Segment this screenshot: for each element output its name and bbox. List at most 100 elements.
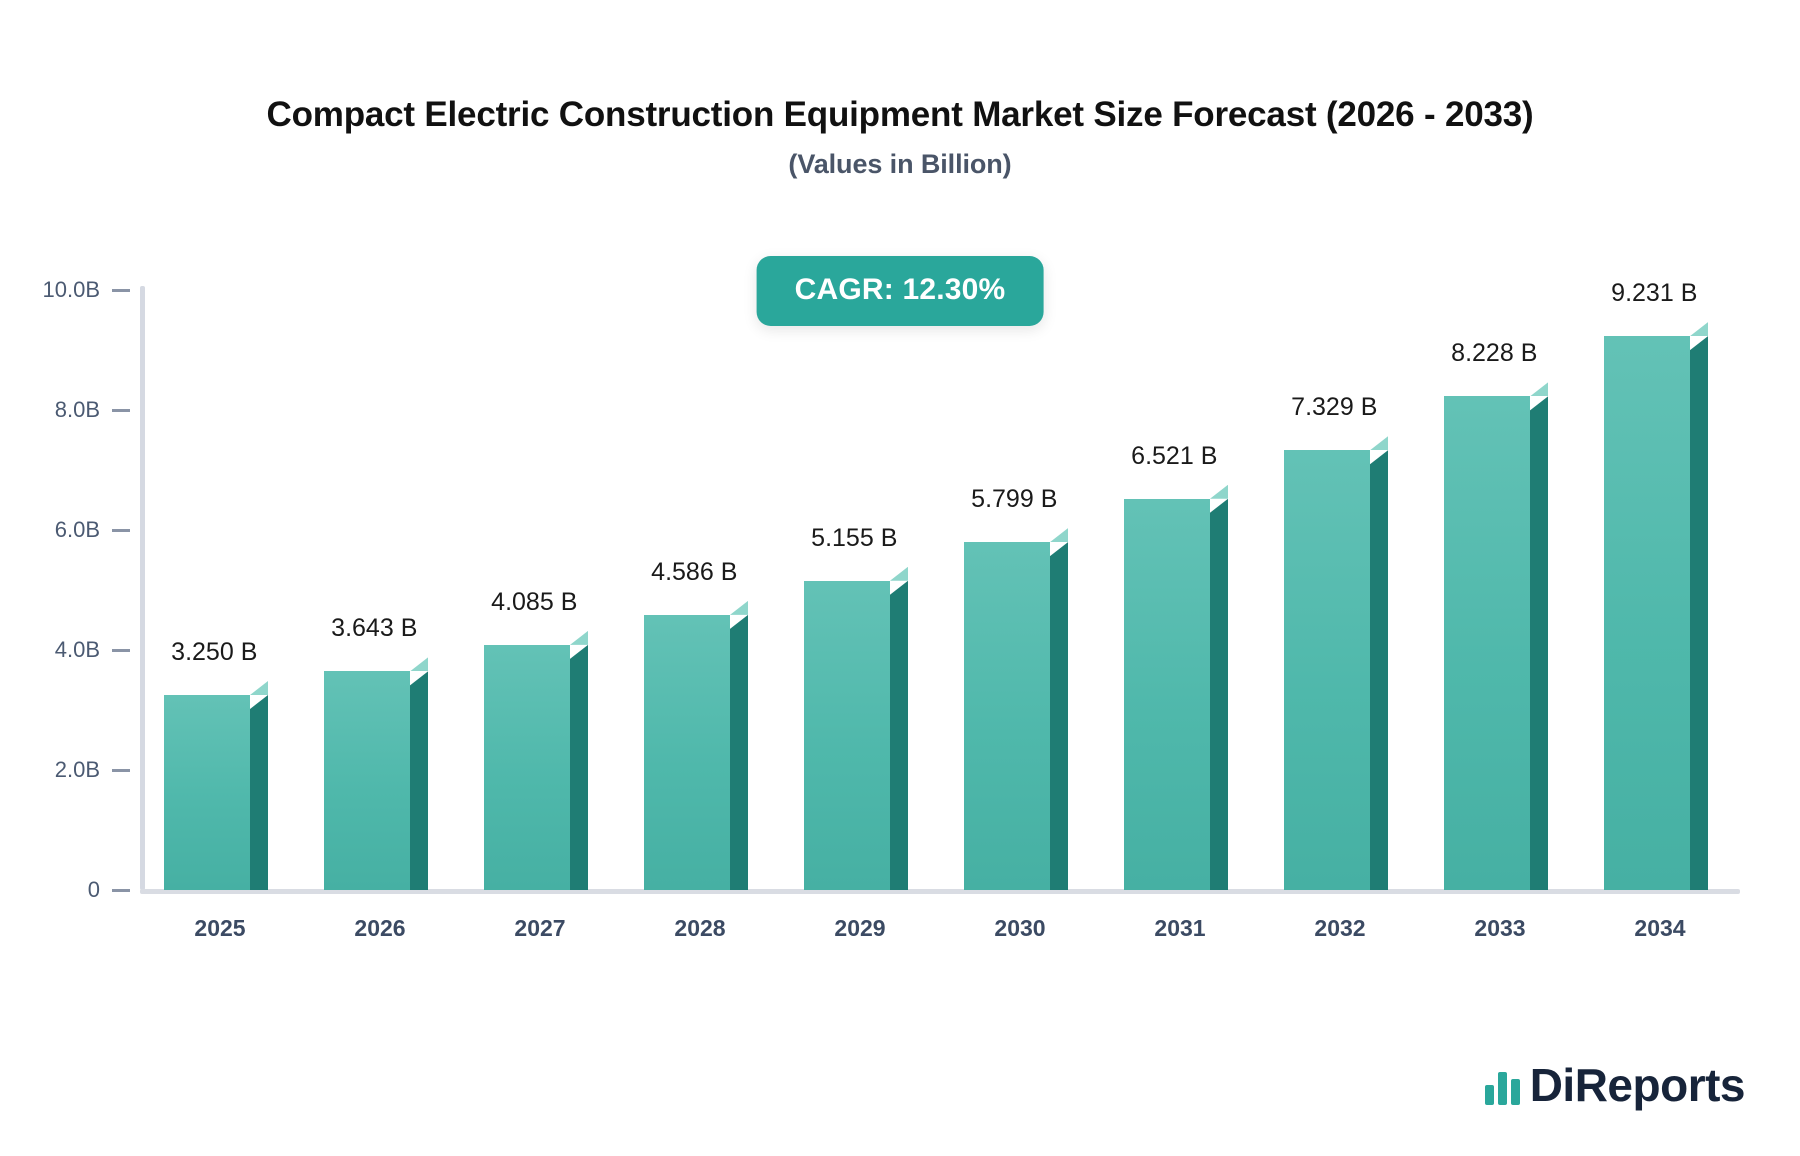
bar-value-label: 5.799 B <box>971 485 1058 514</box>
logo-bar-3 <box>1510 1079 1520 1105</box>
bar-value-label: 8.228 B <box>1451 339 1538 368</box>
bar-value-label: 9.231 B <box>1611 279 1698 308</box>
bar-front-face <box>324 671 410 890</box>
y-axis-line <box>140 286 145 890</box>
y-axis-tick: 0 <box>0 877 140 903</box>
bar-front-face <box>1284 450 1370 890</box>
y-axis-tick: 8.0B <box>0 397 140 423</box>
bar-front-face <box>1124 498 1210 890</box>
y-axis-tick: 4.0B <box>0 637 140 663</box>
bar-top-face <box>890 566 908 581</box>
bar-shape <box>804 566 908 890</box>
bar-chart-icon <box>1484 1065 1520 1105</box>
bar-top-face <box>250 681 268 695</box>
bar-value-label: 6.521 B <box>1131 441 1218 470</box>
y-axis-tick-mark <box>112 648 130 652</box>
y-axis-tick-label: 4.0B <box>54 637 100 662</box>
bar-top-face <box>570 630 588 645</box>
bar-front-face <box>644 614 730 890</box>
y-axis-tick-label: 2.0B <box>54 757 100 782</box>
bar-front-face <box>804 580 890 890</box>
bar-value-label: 4.586 B <box>651 557 738 586</box>
y-axis-tick: 2.0B <box>0 757 140 783</box>
bar-shape <box>1604 322 1708 890</box>
bar-item[interactable]: 8.228 B <box>1444 290 1548 890</box>
bar-item[interactable]: 4.586 B <box>644 290 748 890</box>
x-axis-label: 2032 <box>1314 915 1366 941</box>
chart-subtitle: (Values in Billion) <box>788 148 1012 179</box>
bar-shape <box>964 528 1068 890</box>
bar-shape <box>1124 484 1228 890</box>
bar-side-face <box>1690 336 1708 890</box>
bar-front-face <box>1444 396 1530 890</box>
bar-top-face <box>410 657 428 672</box>
bar-side-face <box>570 644 588 890</box>
bar-shape <box>1284 436 1388 890</box>
bar-item[interactable]: 4.085 B <box>484 290 588 890</box>
logo-bar-2 <box>1497 1072 1507 1105</box>
x-axis-label: 2030 <box>994 915 1046 941</box>
bar-top-face <box>1530 382 1548 397</box>
bar-shape <box>644 600 748 890</box>
bar-side-face <box>250 695 268 890</box>
bar-item[interactable]: 5.799 B <box>964 290 1068 890</box>
bar-side-face <box>730 614 748 890</box>
bar-shape <box>324 657 428 890</box>
y-axis-tick-mark <box>112 288 130 292</box>
x-axis-label: 2025 <box>194 915 246 941</box>
bar-side-face <box>410 671 428 890</box>
bar-side-face <box>1050 542 1068 890</box>
y-axis-tick-mark <box>112 408 130 412</box>
bar-top-face <box>1210 484 1228 499</box>
bar-side-face <box>890 580 908 890</box>
bar-side-face <box>1370 450 1388 890</box>
x-axis-label: 2034 <box>1634 915 1686 941</box>
bar-top-face <box>1690 322 1708 337</box>
y-axis-tick: 10.0B <box>0 277 140 303</box>
y-axis-tick-label: 6.0B <box>54 517 100 542</box>
title-block: Compact Electric Construction Equipment … <box>0 95 1800 180</box>
bar-item[interactable]: 3.643 B <box>324 290 428 890</box>
bar-side-face <box>1210 498 1228 890</box>
chart-title: Compact Electric Construction Equipment … <box>266 95 1534 134</box>
x-axis-label: 2028 <box>674 915 726 941</box>
x-axis-label: 2026 <box>354 915 406 941</box>
bar-front-face <box>1604 336 1690 890</box>
bar-value-label: 3.250 B <box>171 638 258 666</box>
bar-top-face <box>730 600 748 615</box>
bar-item[interactable]: 5.155 B <box>804 290 908 890</box>
bar-item[interactable]: 7.329 B <box>1284 290 1388 890</box>
bar-shape <box>484 630 588 890</box>
x-axis-label: 2027 <box>514 915 566 941</box>
bar-item[interactable]: 9.231 B <box>1604 279 1708 890</box>
plot-area: 10.0B 8.0B 6.0B 4.0B 2.0B 0 3.250 B 3.643 B 4.0… <box>43 277 1740 902</box>
y-axis-tick-mark <box>112 528 130 532</box>
bar-item[interactable]: 6.521 B <box>1124 290 1228 890</box>
bar-value-label: 7.329 B <box>1291 393 1378 422</box>
y-axis-tick: 6.0B <box>0 517 140 543</box>
cagr-badge: CAGR: 12.30% <box>756 256 1044 326</box>
logo-bar-1 <box>1484 1085 1494 1105</box>
bar-front-face <box>164 695 250 890</box>
bar-value-label: 3.643 B <box>331 614 418 643</box>
x-axis-label: 2033 <box>1474 915 1526 941</box>
x-axis-label: 2029 <box>834 915 886 941</box>
x-axis-labels: 2025 2026 2027 2028 2029 2030 2031 2032 2033 2034 <box>140 915 1740 955</box>
bar-front-face <box>964 542 1050 890</box>
y-axis-tick-label: 0 <box>87 877 100 902</box>
bar-shape <box>164 681 268 890</box>
bar-value-label: 5.155 B <box>811 523 898 552</box>
bar-side-face <box>1530 396 1548 890</box>
logo-text: DiReports <box>1529 1059 1746 1111</box>
y-axis-tick-mark <box>112 888 130 892</box>
y-axis-tick-label: 10.0B <box>42 277 101 302</box>
x-axis-line <box>140 889 1740 894</box>
bar-item[interactable]: 3.250 B <box>164 290 268 890</box>
bar-shape <box>1444 382 1548 890</box>
bar-series: 3.250 B 3.643 B 4.085 B 4.586 B 5.155 B 5.799… <box>140 279 1740 890</box>
bar-value-label: 4.085 B <box>491 587 578 616</box>
direports-logo: DiReports <box>1484 1059 1746 1111</box>
x-axis-label: 2031 <box>1154 915 1206 941</box>
y-axis-tick-label: 8.0B <box>54 397 100 422</box>
